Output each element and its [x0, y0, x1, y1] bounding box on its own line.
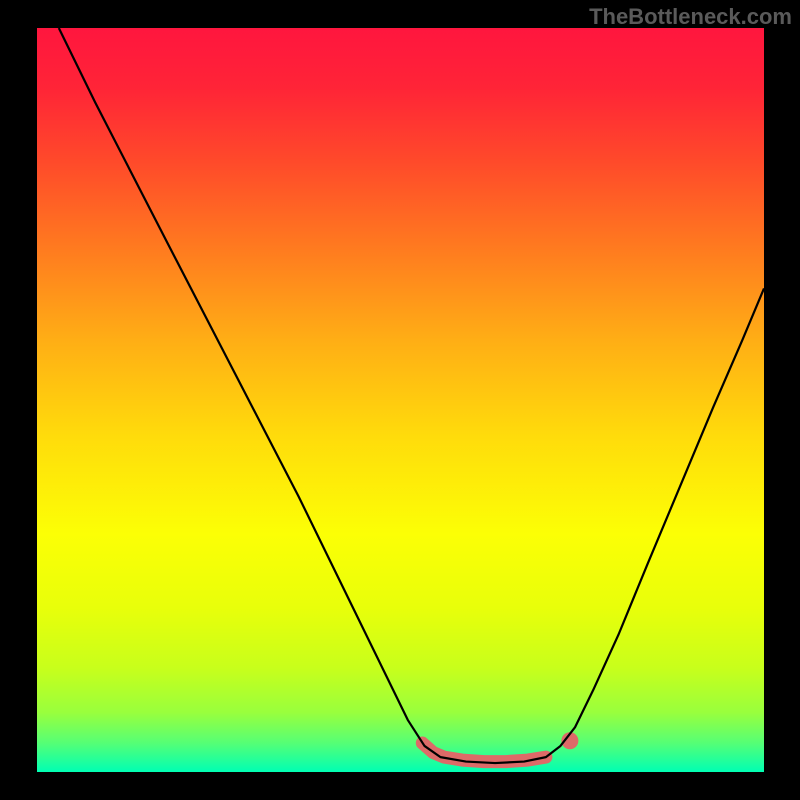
- watermark-text: TheBottleneck.com: [589, 4, 792, 30]
- plot-area: [37, 28, 764, 772]
